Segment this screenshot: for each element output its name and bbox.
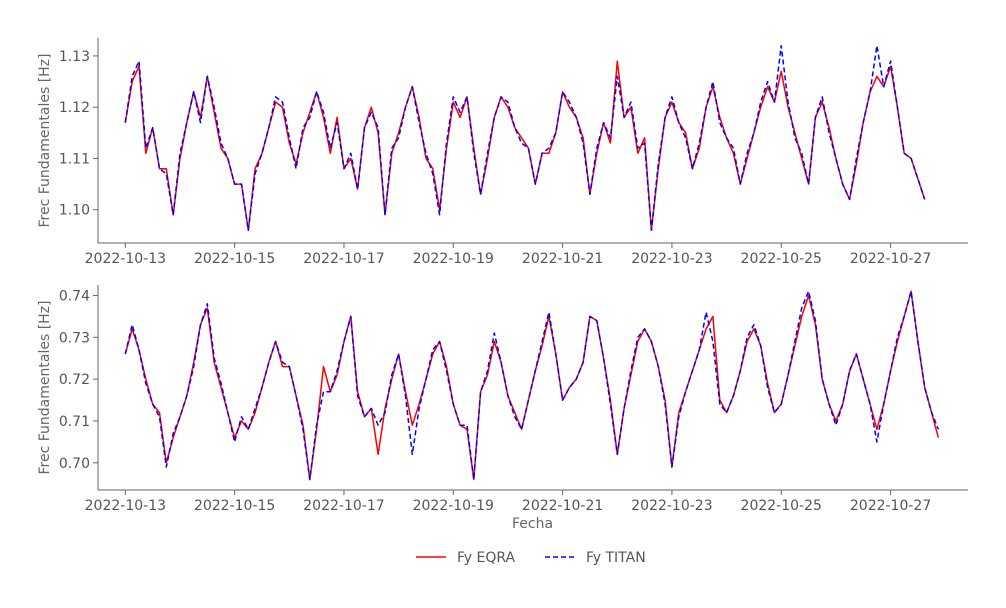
y-tick-label: 0.72: [59, 372, 90, 388]
legend-label: Fy TITAN: [586, 550, 646, 566]
series-line-fy-titan: [124, 290, 940, 481]
x-tick-label: 2022-10-17: [303, 251, 384, 267]
x-tick-label: 2022-10-15: [194, 498, 275, 514]
x-tick-label: 2022-10-25: [741, 498, 822, 514]
y-tick-label: 0.73: [59, 330, 90, 346]
x-tick-label: 2022-10-23: [631, 498, 712, 514]
x-tick-label: 2022-10-27: [850, 498, 931, 514]
y-tick-label: 0.74: [59, 288, 90, 304]
x-tick-label: 2022-10-15: [194, 251, 275, 267]
x-tick-label: 2022-10-23: [631, 251, 712, 267]
legend: Fy EQRA Fy TITAN: [416, 550, 646, 566]
x-tick-label: 2022-10-21: [522, 251, 603, 267]
x-tick-label: 2022-10-19: [413, 251, 494, 267]
y-tick-label: 1.10: [59, 203, 90, 219]
y-tick-label: 0.71: [59, 414, 90, 430]
y-axis-label: Frec Fundamentales [Hz]: [37, 54, 53, 228]
legend-label: Fy EQRA: [457, 550, 516, 566]
y-tick-label: 1.12: [59, 100, 90, 116]
x-tick-label: 2022-10-17: [303, 498, 384, 514]
series-line-fy-titan: [124, 44, 926, 231]
x-tick-label: 2022-10-19: [413, 498, 494, 514]
x-tick-label: 2022-10-27: [850, 251, 931, 267]
x-axis-label: Fecha: [512, 516, 553, 532]
series-line-fy-eqra: [124, 60, 926, 231]
y-tick-label: 1.11: [59, 151, 90, 167]
top-subplot: 2022-10-13 2022-10-15 2022-10-17 2022-10-19…: [37, 38, 968, 267]
y-tick-label: 0.70: [59, 456, 90, 472]
y-tick-label: 1.13: [59, 49, 90, 65]
y-axis-label: Frec Fundamentales [Hz]: [37, 301, 53, 475]
x-tick-label: 2022-10-21: [522, 498, 603, 514]
x-tick-label: 2022-10-13: [85, 498, 166, 514]
x-tick-label: 2022-10-13: [85, 251, 166, 267]
bottom-subplot: 2022-10-13 2022-10-15 2022-10-17 2022-10-19…: [37, 285, 968, 532]
x-tick-label: 2022-10-25: [741, 251, 822, 267]
